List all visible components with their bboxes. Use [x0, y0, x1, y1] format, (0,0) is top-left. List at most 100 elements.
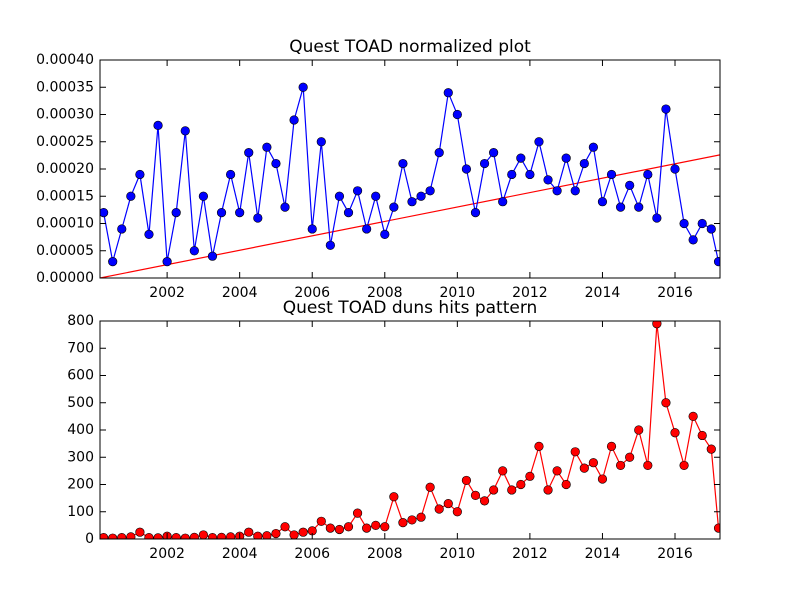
marker	[634, 425, 644, 435]
marker	[126, 532, 136, 539]
y-tick-label: 300	[67, 449, 94, 465]
marker	[597, 197, 608, 207]
marker	[207, 251, 218, 261]
marker	[407, 515, 417, 525]
x-tick-label: 2008	[367, 546, 403, 562]
marker	[325, 240, 335, 250]
y-tick-label: 0	[85, 531, 94, 547]
marker	[561, 153, 571, 163]
marker	[606, 169, 617, 180]
marker	[352, 186, 363, 196]
marker	[180, 533, 190, 539]
marker	[615, 460, 626, 471]
marker	[688, 411, 698, 421]
marker	[216, 532, 227, 539]
marker	[534, 137, 544, 147]
y-tick-label: 0.00040	[36, 52, 94, 68]
marker	[100, 533, 109, 539]
y-tick-label: 0.00000	[36, 270, 94, 286]
x-tick-label: 2016	[657, 546, 693, 562]
marker	[298, 82, 308, 92]
y-tick-label: 0.00025	[36, 134, 94, 150]
marker	[588, 142, 598, 152]
marker	[489, 148, 499, 158]
marker	[697, 430, 707, 441]
marker	[498, 466, 508, 476]
x-tick-label: 2014	[585, 546, 621, 562]
marker	[534, 441, 544, 451]
marker	[643, 169, 653, 180]
marker	[679, 460, 689, 471]
x-tick-label: 2004	[222, 285, 258, 301]
marker	[253, 213, 263, 223]
marker	[262, 142, 272, 152]
marker	[425, 186, 435, 196]
marker	[425, 482, 435, 492]
marker	[706, 444, 716, 454]
marker	[100, 208, 109, 218]
marker	[479, 496, 490, 506]
marker	[207, 533, 218, 539]
marker	[516, 479, 526, 490]
marker	[670, 428, 680, 438]
marker	[371, 191, 381, 201]
marker	[470, 490, 481, 501]
trend-line	[100, 154, 720, 278]
marker	[307, 224, 317, 234]
marker	[634, 202, 644, 212]
chart-title: Quest TOAD duns hits pattern	[283, 298, 538, 318]
marker	[516, 153, 526, 163]
y-tick-label: 0.00010	[36, 216, 94, 232]
marker	[235, 208, 245, 218]
x-tick-label: 2016	[657, 285, 693, 301]
marker	[579, 158, 589, 169]
marker	[706, 224, 716, 234]
marker	[461, 164, 472, 174]
marker	[117, 533, 127, 539]
marker	[289, 530, 299, 539]
marker	[289, 115, 299, 125]
marker	[543, 485, 553, 495]
marker	[198, 530, 208, 539]
y-tick-label: 0.00005	[36, 243, 94, 259]
marker	[470, 208, 481, 218]
y-tick-label: 400	[67, 422, 94, 438]
marker	[216, 208, 227, 218]
marker	[525, 169, 535, 180]
marker	[343, 208, 354, 218]
marker	[597, 474, 608, 484]
marker	[552, 186, 562, 196]
marker	[135, 527, 145, 537]
marker	[670, 164, 680, 174]
marker	[316, 516, 326, 526]
marker	[144, 533, 154, 539]
marker	[452, 507, 462, 517]
marker	[443, 88, 453, 98]
marker	[171, 533, 181, 539]
marker	[489, 485, 499, 495]
chart-title: Quest TOAD normalized plot	[289, 37, 531, 57]
marker	[371, 520, 381, 530]
marker	[117, 224, 127, 234]
marker	[280, 522, 290, 532]
marker	[434, 148, 444, 158]
marker	[525, 471, 535, 481]
marker	[452, 109, 462, 120]
marker	[380, 229, 390, 239]
marker	[262, 531, 272, 539]
marker	[713, 257, 720, 267]
marker	[588, 458, 598, 468]
marker	[543, 175, 553, 185]
marker	[226, 169, 236, 180]
marker	[398, 518, 408, 528]
marker	[570, 447, 580, 457]
marker	[380, 522, 390, 532]
marker	[643, 460, 653, 471]
marker	[280, 202, 290, 212]
marker	[244, 148, 254, 158]
marker	[180, 126, 190, 136]
x-tick-label: 2006	[294, 546, 330, 562]
x-tick-label: 2004	[222, 546, 258, 562]
marker	[226, 532, 236, 539]
